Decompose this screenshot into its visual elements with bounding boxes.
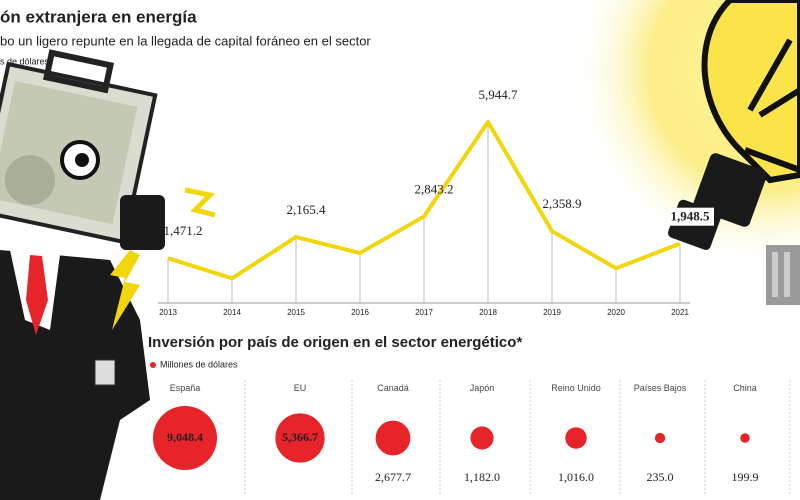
label-box [670, 207, 714, 226]
chart-title: ón extranjera en energía [0, 7, 197, 26]
man-illustration [0, 49, 216, 500]
category-label: Canadá [377, 383, 409, 393]
bubble [565, 427, 587, 449]
bubble [470, 426, 494, 450]
building [766, 245, 800, 305]
bulb-illustration [701, 0, 800, 184]
x-tick-label: 2018 [479, 308, 497, 317]
x-tick-label: 2019 [543, 308, 561, 317]
category-label: Reino Unido [551, 383, 601, 393]
value-label: 2,358.9 [543, 196, 582, 211]
value-label: 9,048.4 [167, 430, 203, 444]
value-label: 2,677.7 [375, 470, 411, 484]
value-label: 2,165.4 [287, 202, 327, 217]
chart-subtitle: bo un ligero repunte en la llegada de ca… [0, 33, 371, 48]
category-label: España [169, 383, 201, 393]
bubble-chart: Inversión por país de origen en el secto… [148, 334, 791, 495]
chart-title: Inversión por país de origen en el secto… [148, 334, 522, 351]
value-label: 235.0 [647, 470, 674, 484]
value-label: 1,471.2 [164, 223, 203, 238]
value-label: 5,366.7 [282, 430, 318, 444]
category-label: Países Bajos [633, 383, 687, 393]
legend-dot [150, 362, 156, 368]
bubble [375, 420, 411, 456]
bubble [153, 406, 217, 470]
x-tick-label: 2014 [223, 308, 241, 317]
x-tick-label: 2021 [671, 308, 689, 317]
unit-label: s de dólares [0, 56, 50, 66]
value-label: 2,843.2 [415, 181, 454, 196]
value-label: 5,944.7 [479, 87, 519, 102]
legend-label: Millones de dólares [160, 359, 238, 369]
x-tick-label: 2015 [287, 308, 305, 317]
value-label: 1,948.5 [671, 209, 711, 224]
bubble [654, 432, 666, 444]
value-label: 1,016.0 [558, 470, 594, 484]
category-label: China [733, 383, 757, 393]
value-label: 1,182.0 [464, 470, 500, 484]
x-tick-label: 2017 [415, 308, 433, 317]
x-tick-label: 2020 [607, 308, 625, 317]
line [167, 120, 681, 281]
x-tick-label: 2013 [159, 308, 177, 317]
category-label: Japón [469, 383, 495, 393]
line-chart: ón extranjera en energía bo un ligero rep… [0, 7, 714, 317]
bubble [275, 413, 325, 463]
bubble [740, 433, 750, 443]
value-label: 199.9 [732, 470, 759, 484]
x-tick-label: 2016 [351, 308, 369, 317]
category-label: EU [293, 383, 307, 393]
